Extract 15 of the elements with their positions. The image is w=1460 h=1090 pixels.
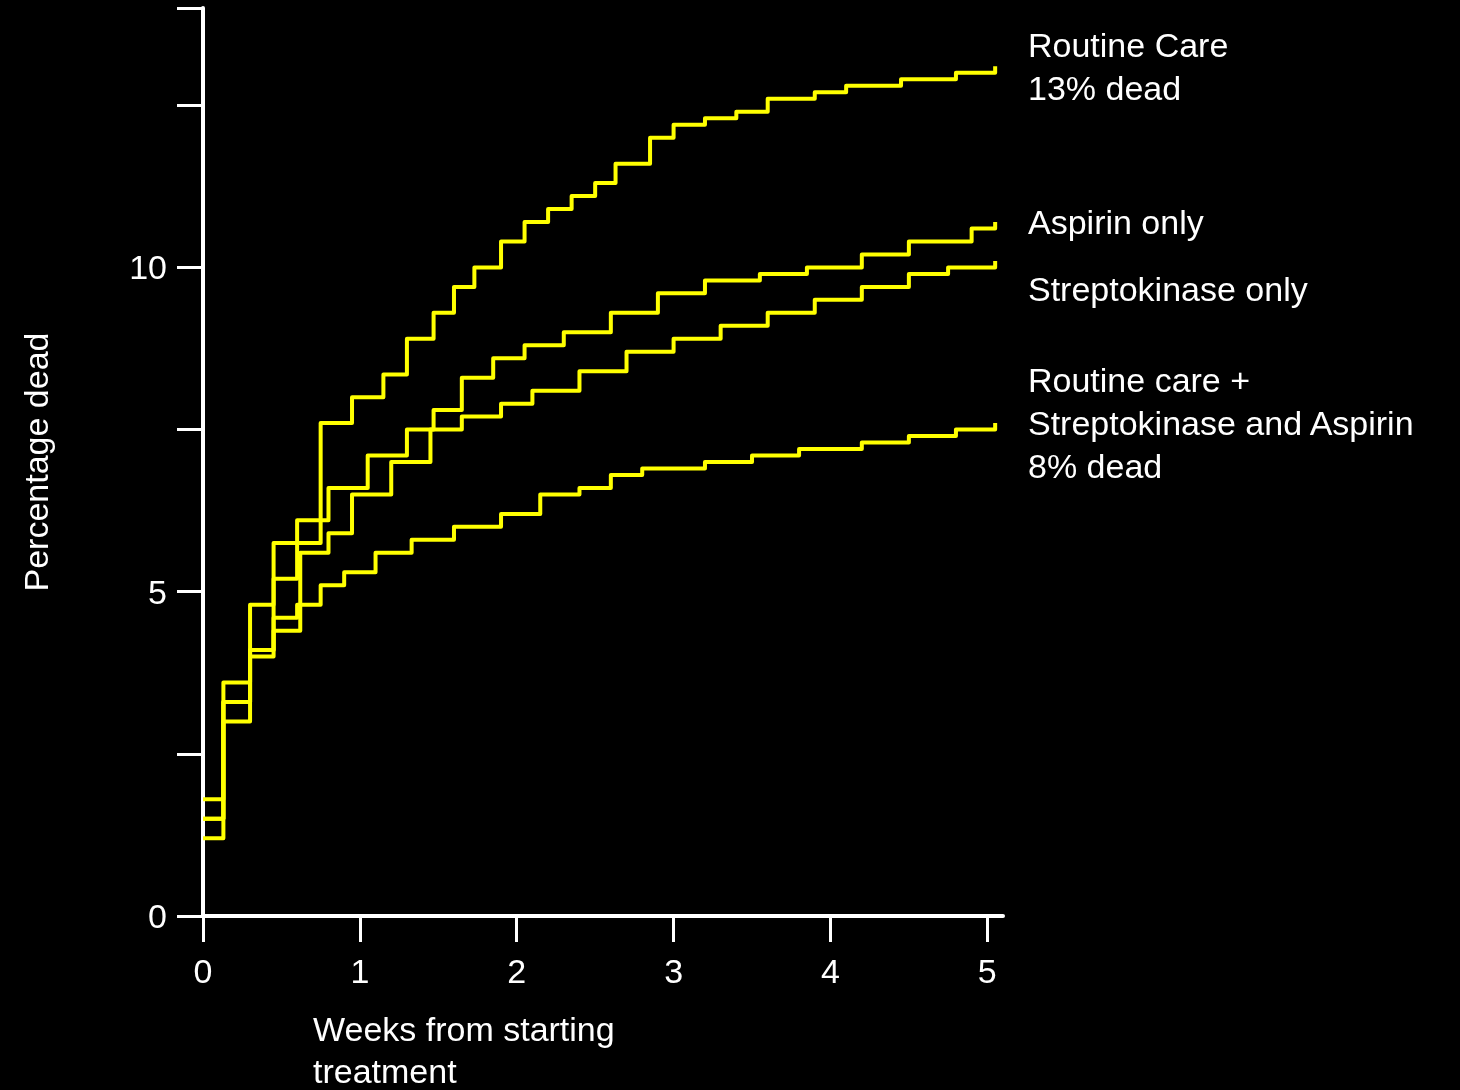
series-label: Streptokinase only bbox=[1028, 270, 1308, 309]
x-tick-label: 0 bbox=[193, 952, 213, 990]
x-tick-label: 4 bbox=[820, 952, 840, 990]
series-label: Routine care + Streptokinase and Aspirin 8% dead bbox=[1028, 361, 1414, 486]
x-tick-label: 5 bbox=[977, 952, 997, 990]
x-tick-label: 1 bbox=[350, 952, 370, 990]
y-axis-title: Percentage dead bbox=[17, 332, 55, 592]
series-label: Routine Care 13% dead bbox=[1028, 25, 1229, 107]
x-axis-title: Weeks from starting treatment bbox=[313, 1010, 615, 1090]
y-tick-label: 0 bbox=[148, 897, 167, 935]
series-label: Aspirin only bbox=[1028, 203, 1204, 242]
x-tick-label: 3 bbox=[664, 952, 684, 990]
y-tick-label: 10 bbox=[129, 248, 167, 287]
x-tick-label: 2 bbox=[507, 952, 527, 990]
y-tick-label: 5 bbox=[148, 572, 167, 611]
